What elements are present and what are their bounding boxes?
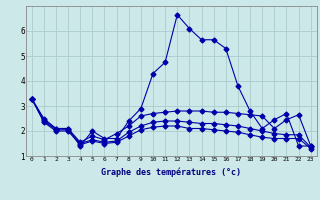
X-axis label: Graphe des températures (°c): Graphe des températures (°c) bbox=[101, 167, 241, 177]
